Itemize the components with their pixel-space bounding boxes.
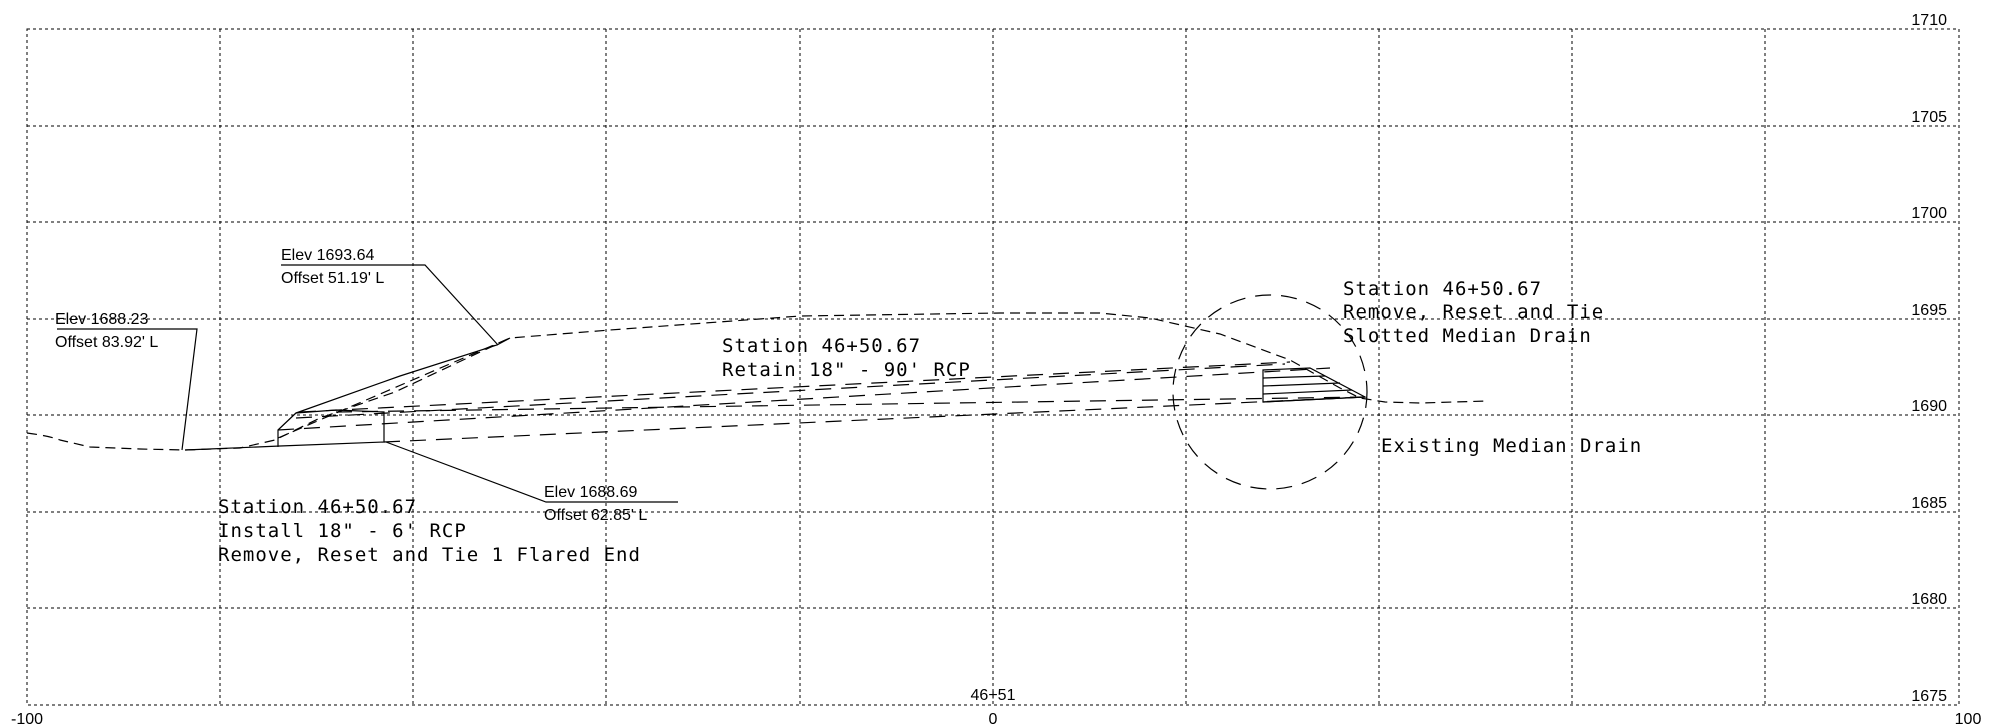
leader-elev-left [57,328,198,451]
offset-tick-left: -100 [11,711,43,725]
elev-tick: 1700 [1911,205,1947,222]
elevation-labels: 1710 1705 1700 1695 1690 1685 1680 1675 [1911,12,1947,705]
pipe-line-lower [277,367,1331,431]
note-line: Install 18" - 6' RCP [218,520,467,542]
leaders [57,264,678,503]
offset-labels: -100 0 100 46+51 [11,687,1981,725]
note-retain-rcp: Station 46+50.67 Retain 18" - 90' RCP [722,335,971,381]
note-existing-drain: Existing Median Drain [1381,435,1642,457]
leader-elev-top [281,264,499,346]
elev-tick: 1695 [1911,302,1947,319]
offset-value: Offset 83.92' L [55,334,158,351]
note-install-rcp: Station 46+50.67 Install 18" - 6' RCP Re… [218,496,641,566]
elev-tick: 1680 [1911,591,1947,608]
note-median-drain: Station 46+50.67 Remove, Reset and Tie S… [1343,278,1604,347]
elev-tick: 1690 [1911,398,1947,415]
note-line: Station 46+50.67 [218,496,417,518]
pipe-crown-line [335,396,1366,413]
station-label: 46+51 [971,687,1016,704]
pipe-invert-line [383,396,1366,443]
elev-callout-left: Elev 1688.23 Offset 83.92' L [55,311,158,351]
elev-tick: 1685 [1911,495,1947,512]
note-line: Remove, Reset and Tie 1 Flared End [218,544,641,566]
elev-value: Elev 1688.23 [55,311,149,328]
offset-value: Offset 51.19' L [281,270,384,287]
note-line: Station 46+50.67 [722,335,921,357]
elev-value: Elev 1688.69 [544,484,638,501]
elev-value: Elev 1693.64 [281,247,375,264]
elev-callout-top: Elev 1693.64 Offset 51.19' L [281,247,384,287]
grid [26,28,1960,706]
offset-tick-center: 0 [989,711,998,725]
note-line: Remove, Reset and Tie [1343,301,1604,323]
offset-value: Offset 62.85' L [544,507,647,524]
elev-tick: 1710 [1911,12,1947,29]
pipe-line-upper [299,361,1291,413]
elev-tick: 1675 [1911,688,1947,705]
note-line: Station 46+50.67 [1343,278,1542,300]
existing-ground-line [26,312,1489,451]
drain-circle [1172,294,1368,490]
offset-tick-right: 100 [1955,711,1982,725]
pipe-line-mid [295,363,1286,419]
drain-slot [1262,389,1353,395]
elev-tick: 1705 [1911,109,1947,126]
drain-slot [1262,375,1326,379]
drain-slot [1262,382,1341,387]
median-drain [1172,294,1368,490]
proposed-left-slope [277,412,297,431]
proposed-slope-line [295,337,511,414]
note-line: Retain 18" - 90' RCP [722,359,971,381]
leader-elev-bottom [385,441,678,503]
existing-slope-dash [277,337,511,439]
elev-callout-bottom: Elev 1688.69 Offset 62.85' L [544,484,647,524]
note-line: Slotted Median Drain [1343,325,1592,347]
drain-slot [1262,396,1366,403]
